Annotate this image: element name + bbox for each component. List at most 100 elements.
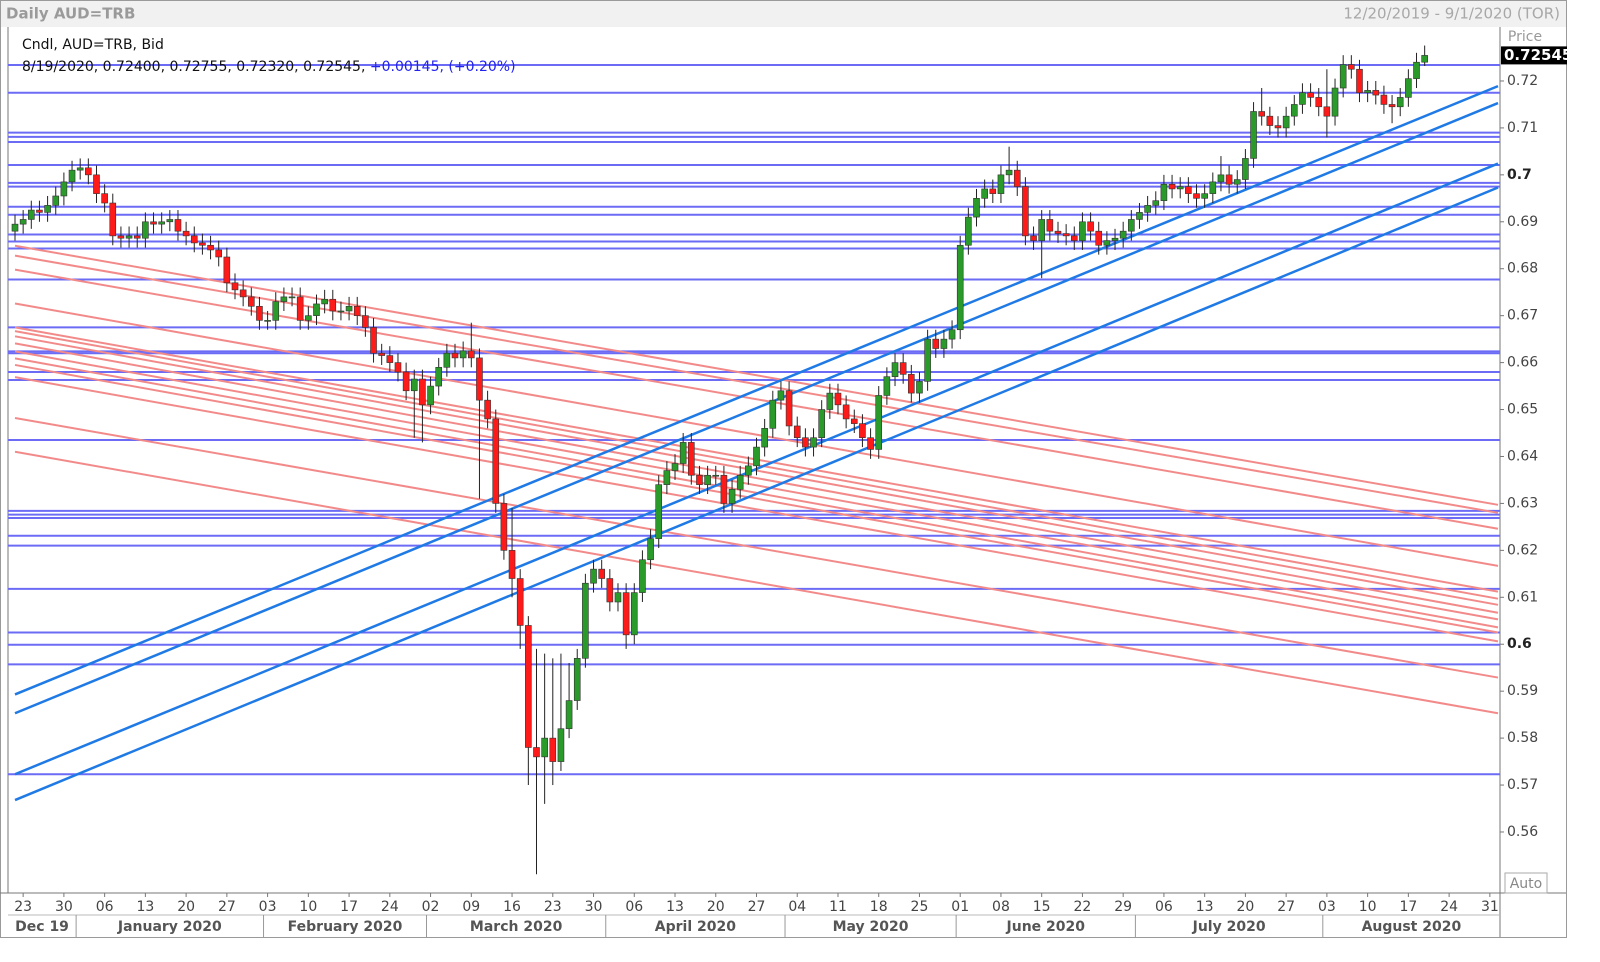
x-tick-label: 27 — [1277, 899, 1295, 915]
y-tick-label: 0.6 — [1507, 636, 1532, 652]
candle-body — [19, 219, 27, 225]
candle-body — [1225, 174, 1233, 185]
x-tick-label: 13 — [666, 899, 684, 915]
candle-body — [378, 352, 385, 356]
candle-body — [1185, 186, 1192, 194]
x-tick-label: 17 — [340, 899, 358, 915]
resistance-line — [14, 450, 1499, 715]
candle-body — [688, 442, 695, 476]
candle-body — [582, 582, 589, 659]
candle-body — [630, 592, 638, 636]
candle-body — [810, 437, 817, 448]
candle-body — [1176, 186, 1184, 190]
x-tick-label: 24 — [1440, 899, 1458, 915]
candle-body — [117, 235, 125, 239]
candle-body — [1111, 237, 1119, 241]
legend-series: Cndl, AUD=TRB, Bid — [22, 37, 164, 53]
candle-body — [337, 310, 345, 313]
candle-body — [606, 578, 614, 603]
candle-body — [908, 374, 915, 394]
x-tick-label: 27 — [218, 899, 236, 915]
candle-body — [313, 303, 320, 316]
candle-body — [93, 174, 100, 194]
x-tick-label: 11 — [829, 899, 847, 915]
candle-body — [1128, 219, 1135, 232]
candle-body — [802, 437, 809, 448]
y-tick-label: 0.64 — [1507, 448, 1538, 464]
candle-body — [867, 437, 874, 450]
candle-body — [728, 489, 736, 504]
x-tick-label: 18 — [870, 899, 888, 915]
candle-body — [671, 463, 679, 471]
candle-body — [745, 465, 752, 476]
candle-body — [948, 329, 956, 340]
candle-body — [533, 747, 540, 758]
y-tick-label: 0.71 — [1507, 120, 1538, 136]
resistance-line — [14, 417, 1499, 679]
candle-body — [239, 289, 247, 298]
auto-button[interactable] — [1504, 872, 1548, 894]
candle-body — [826, 392, 834, 410]
candle-body — [614, 592, 622, 603]
candle-body — [36, 209, 43, 213]
x-tick-label: 06 — [96, 899, 114, 915]
auto-button-label[interactable]: Auto — [1510, 876, 1543, 892]
candle-body — [370, 327, 377, 354]
candle-body — [468, 350, 475, 359]
candle-body — [1038, 219, 1045, 241]
candle-body — [704, 474, 711, 485]
x-tick-label: 01 — [951, 899, 969, 915]
candle-body — [883, 376, 891, 396]
candle-body — [459, 350, 467, 359]
x-tick-label: 16 — [503, 899, 521, 915]
candle-body — [1396, 97, 1404, 108]
candle-body — [1152, 200, 1160, 206]
candle-body — [818, 409, 825, 439]
support-line — [14, 186, 1499, 802]
candle-body — [386, 355, 394, 363]
candle-body — [280, 296, 288, 302]
x-tick-label: 02 — [422, 899, 440, 915]
x-tick-label: 04 — [788, 899, 806, 915]
x-tick-label: 22 — [1074, 899, 1092, 915]
legend-ohlc: 8/19/2020, 0.72400, 0.72755, 0.72320, 0.… — [22, 59, 365, 75]
x-tick-label: 15 — [1033, 899, 1051, 915]
x-tick-label: 20 — [177, 899, 195, 915]
candle-body — [1372, 90, 1380, 96]
candle-body — [402, 371, 410, 392]
candle-body — [264, 320, 271, 322]
x-tick-label: 20 — [1236, 899, 1254, 915]
candle-body — [1054, 230, 1062, 234]
support-line — [14, 101, 1499, 715]
x-tick-label: 08 — [992, 899, 1010, 915]
candle-body — [1087, 221, 1094, 232]
candle-body — [150, 221, 157, 225]
candle-body — [11, 223, 19, 232]
candle-body — [1119, 230, 1127, 239]
y-tick-label: 0.61 — [1507, 589, 1538, 605]
candle-body — [696, 474, 703, 485]
x-tick-label: 23 — [14, 899, 32, 915]
candle-body — [777, 390, 785, 401]
candle-body — [190, 235, 198, 244]
y-tick-label: 0.63 — [1507, 495, 1538, 511]
resistance-line — [14, 244, 1499, 506]
candle-body — [85, 167, 92, 176]
candle-body — [272, 301, 280, 321]
candle-body — [166, 219, 174, 223]
y-tick-label: 0.56 — [1507, 824, 1538, 840]
candle-body — [1315, 97, 1323, 108]
candle-body — [60, 181, 68, 197]
candle-body — [1405, 78, 1412, 98]
x-tick-label: 31 — [1481, 899, 1499, 915]
candle-body — [419, 378, 426, 406]
x-tick-label: 23 — [544, 899, 562, 915]
resistance-line — [14, 363, 1499, 634]
candle-body — [427, 385, 434, 406]
month-label: April 2020 — [655, 919, 736, 935]
candle-body — [753, 446, 760, 467]
x-tick-label: 30 — [585, 899, 603, 915]
candle-body — [215, 249, 223, 258]
candle-body — [1005, 169, 1013, 176]
candle-body — [1356, 68, 1363, 94]
